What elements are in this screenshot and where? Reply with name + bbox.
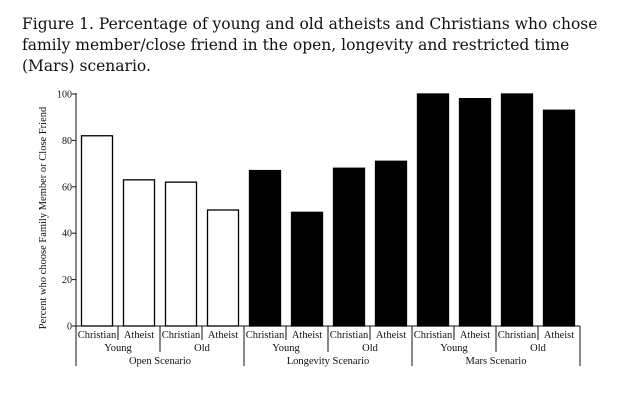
bar-atheist bbox=[290, 211, 324, 327]
category-label: Christian bbox=[162, 330, 201, 341]
category-labels-group: Christian Atheist Christian Atheist Christia… bbox=[75, 326, 581, 367]
y-axis-label: Percent who choose Family Member or Clos… bbox=[38, 106, 49, 329]
y-tick-label: 80 bbox=[62, 136, 72, 147]
bar-christian bbox=[416, 93, 450, 327]
y-tick-label: 20 bbox=[62, 275, 72, 286]
category-label: Atheist bbox=[292, 330, 322, 341]
bar-atheist bbox=[122, 179, 156, 327]
bar-christian bbox=[332, 167, 366, 327]
bar-christian bbox=[80, 135, 114, 327]
scenario-label: Longevity Scenario bbox=[287, 356, 370, 367]
age-group-label: Old bbox=[530, 343, 547, 354]
category-label: Atheist bbox=[460, 330, 490, 341]
bar-atheist bbox=[374, 160, 408, 327]
age-group-label: Old bbox=[362, 343, 379, 354]
y-tick-label: 0 bbox=[67, 322, 72, 333]
category-label: Christian bbox=[498, 330, 537, 341]
category-label: Atheist bbox=[124, 330, 154, 341]
bars-group bbox=[80, 93, 576, 327]
age-group-label: Old bbox=[194, 343, 211, 354]
category-label: Atheist bbox=[208, 330, 238, 341]
bar-atheist bbox=[542, 109, 576, 327]
age-group-label: Young bbox=[272, 343, 300, 354]
y-tick-label: 100 bbox=[57, 90, 72, 101]
category-label: Atheist bbox=[376, 330, 406, 341]
bar-christian bbox=[500, 93, 534, 327]
scenario-label: Mars Scenario bbox=[466, 356, 527, 367]
category-label: Christian bbox=[330, 330, 369, 341]
figure-caption: Figure 1. Percentage of young and old at… bbox=[22, 15, 598, 75]
bar-atheist bbox=[206, 209, 240, 327]
category-label: Christian bbox=[78, 330, 117, 341]
category-label: Christian bbox=[246, 330, 285, 341]
bar-christian bbox=[248, 169, 282, 327]
scenario-label: Open Scenario bbox=[129, 356, 191, 367]
bar-christian bbox=[164, 181, 198, 327]
age-group-label: Young bbox=[440, 343, 468, 354]
y-tick-label: 40 bbox=[62, 229, 72, 240]
age-group-label: Young bbox=[104, 343, 132, 354]
category-label: Atheist bbox=[544, 330, 574, 341]
bar-atheist bbox=[458, 97, 492, 327]
y-tick-label: 60 bbox=[62, 182, 72, 193]
category-label: Christian bbox=[414, 330, 453, 341]
